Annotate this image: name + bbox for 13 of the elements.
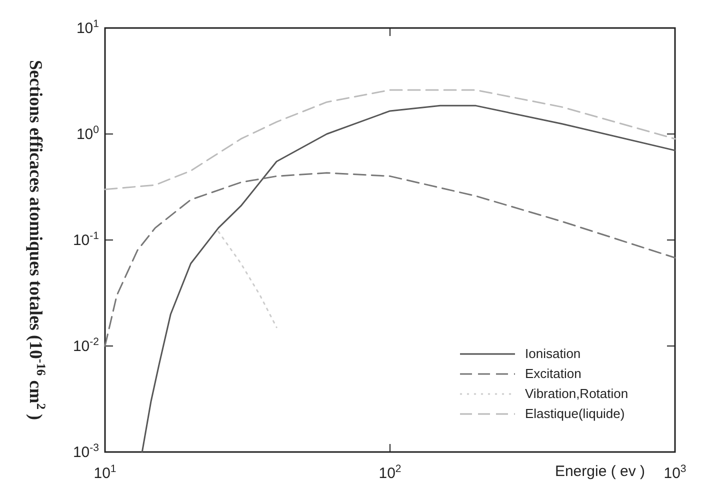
x-axis-title: Energie ( ev ) [554,463,645,480]
y-tick-label: 10$^{1}$ [76,18,100,37]
x-tick-label: 10$^{3}$ [664,463,686,482]
y-tick-label: 10$^{-1}$ [72,230,100,249]
y-tick-label: 10$^{-2}$ [72,336,100,355]
legend-label: Elastique(liquide) [525,406,625,421]
x-tick-label: 10$^{2}$ [378,463,402,482]
y-tick-label: 10$^{0}$ [76,124,100,143]
legend-label: Vibration,Rotation [525,386,628,401]
legend-label: Excitation [525,366,582,381]
x-tick-label: 10$^{1}$ [94,463,116,482]
legend-label: Ionisation [525,346,581,361]
y-tick-label: 10$^{-3}$ [72,442,100,461]
